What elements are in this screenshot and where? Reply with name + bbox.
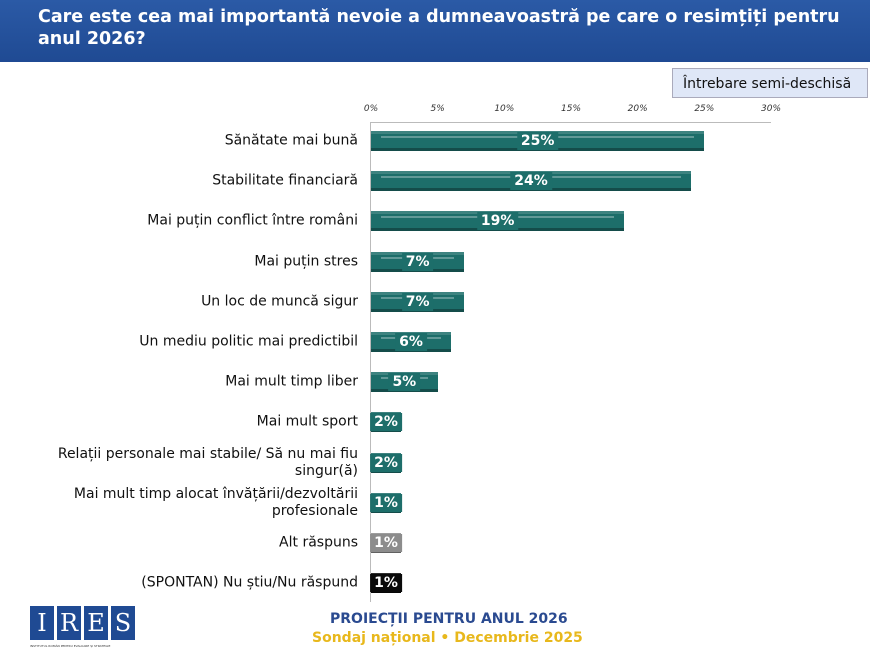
data-label: 2% <box>370 413 402 432</box>
category-label: Mai mult sport <box>256 413 358 430</box>
category-label: Alt răspuns <box>279 534 358 551</box>
question-type-badge: Întrebare semi-deschisă <box>672 68 868 98</box>
x-tick-label: 25% <box>694 104 715 114</box>
x-tick-label: 10% <box>494 104 515 114</box>
bar: 5% <box>371 372 438 393</box>
page-title: Care este cea mai importantă nevoie a du… <box>38 7 840 49</box>
y-axis <box>370 122 371 602</box>
category-label: Relații personale mai stabile/ Să nu mai… <box>57 445 358 479</box>
bar: 2% <box>370 452 402 473</box>
x-tick-label: 5% <box>430 104 445 114</box>
category-label: (SPONTAN) Nu știu/Nu răspund <box>141 574 358 591</box>
bar: 6% <box>371 332 451 352</box>
data-label: 1% <box>370 574 402 593</box>
category-label: Un mediu politic mai predictibil <box>139 333 358 350</box>
x-axis <box>371 122 771 123</box>
category-label: Mai mult timp liber <box>225 373 358 390</box>
x-tick-label: 15% <box>560 104 582 114</box>
bar: 1% <box>370 492 402 513</box>
x-tick-label: 0% <box>363 104 379 114</box>
category-label: Un loc de muncă sigur <box>201 293 358 310</box>
bar: 25% <box>371 131 705 151</box>
footer-title: PROIECȚII PENTRU ANUL 2026 <box>330 611 568 627</box>
bar: 1% <box>370 573 402 594</box>
logo-subtitle: INSTITUTUL ROMÂN PENTRU EVALUARE ȘI STRA… <box>30 644 111 648</box>
bar: 19% <box>371 211 625 232</box>
x-tick-label: 20% <box>627 104 648 114</box>
header-band: Care este cea mai importantă nevoie a du… <box>0 0 870 62</box>
data-label: 5% <box>388 373 421 392</box>
bar: 1% <box>370 533 402 553</box>
x-tick-label: 30% <box>760 104 782 114</box>
data-label: 24% <box>510 172 552 191</box>
data-label: 7% <box>401 252 434 271</box>
data-label: 1% <box>370 534 402 552</box>
data-label: 7% <box>401 292 434 311</box>
footer-subtitle: Sondaj național • Decembrie 2025 <box>312 630 583 646</box>
data-label: 1% <box>370 493 402 512</box>
bar: 2% <box>370 412 402 433</box>
data-label: 25% <box>516 132 559 150</box>
category-label: Mai mult timp alocat învățării/dezvoltăr… <box>73 485 358 519</box>
category-label: Mai puțin conflict între români <box>147 212 358 229</box>
data-label: 6% <box>395 333 427 351</box>
category-label: Sănătate mai bună <box>224 132 358 149</box>
bar: 7% <box>371 251 465 272</box>
bar: 7% <box>371 291 465 312</box>
data-label: 2% <box>370 453 402 472</box>
category-label: Mai puțin stres <box>254 253 358 270</box>
category-label: Stabilitate financiară <box>212 172 358 189</box>
bar: 24% <box>371 171 691 192</box>
data-label: 19% <box>476 212 519 231</box>
